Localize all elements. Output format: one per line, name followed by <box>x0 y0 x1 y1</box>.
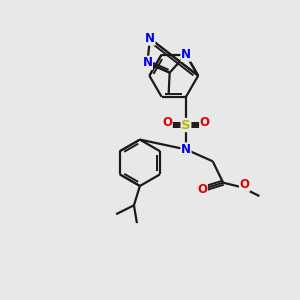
Text: O: O <box>162 116 172 129</box>
Text: N: N <box>142 56 152 69</box>
Text: O: O <box>200 116 210 129</box>
Text: O: O <box>197 183 207 196</box>
Text: N: N <box>145 32 155 45</box>
Text: N: N <box>181 143 191 156</box>
Text: O: O <box>239 178 250 191</box>
Text: N: N <box>181 48 191 61</box>
Text: S: S <box>181 118 191 131</box>
